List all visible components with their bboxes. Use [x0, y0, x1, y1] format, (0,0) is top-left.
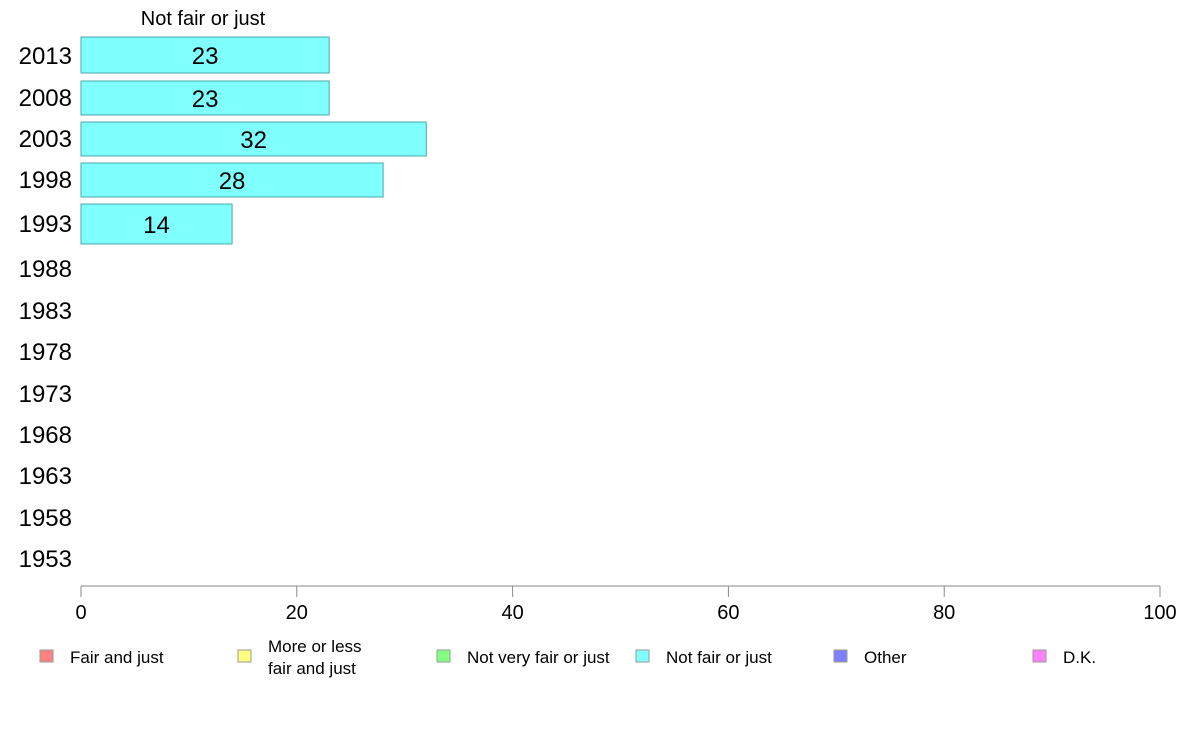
- x-tick-label-80: 80: [933, 602, 955, 624]
- legend-label: Not very fair or just: [467, 648, 610, 667]
- y-label-2013: 2013: [19, 43, 72, 70]
- legend-swatch: [237, 649, 252, 663]
- x-tick-label-0: 0: [75, 602, 86, 624]
- bar-label-2003: 32: [240, 127, 267, 154]
- legend-swatch: [39, 649, 54, 663]
- legend-item-0: Fair and just: [39, 648, 164, 667]
- y-label-1963: 1963: [19, 463, 72, 490]
- bar-2008: [80, 80, 330, 116]
- bar-label-1993: 14: [143, 212, 170, 239]
- legend-item-3: Not fair or just: [635, 648, 772, 667]
- legend-item-2: Not very fair or just: [436, 648, 610, 667]
- bar-2013: [80, 36, 330, 74]
- y-label-1953: 1953: [19, 546, 72, 573]
- x-tick-label-40: 40: [501, 602, 523, 624]
- x-axis: 0 20 40 60 80 100: [75, 585, 1177, 624]
- bar-label-2008: 23: [192, 86, 219, 113]
- y-label-1968: 1968: [19, 422, 72, 449]
- legend-swatch: [436, 649, 451, 663]
- legend-item-4: Other: [833, 648, 907, 667]
- y-label-2008: 2008: [19, 85, 72, 112]
- legend: Fair and just More or less fair and just No…: [39, 637, 1096, 678]
- bar-2003: [80, 121, 427, 157]
- x-tick-label-100: 100: [1143, 602, 1176, 624]
- bars-group: 23 23 32 28 14: [80, 36, 427, 245]
- y-label-1983: 1983: [19, 298, 72, 325]
- y-axis-labels: 2013 2008 2003 1998 1993 1988 1983 1978 1973 1968…: [19, 43, 72, 573]
- bar-label-1998: 28: [219, 168, 246, 195]
- legend-item-1: More or less fair and just: [237, 637, 362, 678]
- bar-label-2013: 23: [192, 43, 219, 70]
- legend-label-line: More or less: [268, 637, 362, 656]
- bar-1998: [80, 162, 384, 198]
- y-label-2003: 2003: [19, 126, 72, 153]
- legend-swatch: [635, 649, 650, 663]
- y-label-1988: 1988: [19, 256, 72, 283]
- legend-swatch: [1032, 649, 1047, 663]
- chart-title: Not fair or just: [141, 8, 266, 30]
- y-label-1973: 1973: [19, 381, 72, 408]
- legend-label: Fair and just: [70, 648, 164, 667]
- y-label-1998: 1998: [19, 167, 72, 194]
- legend-swatch: [833, 649, 848, 663]
- legend-item-5: D.K.: [1032, 648, 1096, 667]
- legend-label: Not fair or just: [666, 648, 772, 667]
- y-label-1993: 1993: [19, 211, 72, 238]
- x-tick-label-60: 60: [717, 602, 739, 624]
- legend-label: D.K.: [1063, 648, 1096, 667]
- y-label-1978: 1978: [19, 339, 72, 366]
- x-tick-label-20: 20: [286, 602, 308, 624]
- legend-label-line: fair and just: [268, 659, 356, 678]
- legend-label: Other: [864, 648, 907, 667]
- y-label-1958: 1958: [19, 505, 72, 532]
- bar-1993: [80, 203, 233, 245]
